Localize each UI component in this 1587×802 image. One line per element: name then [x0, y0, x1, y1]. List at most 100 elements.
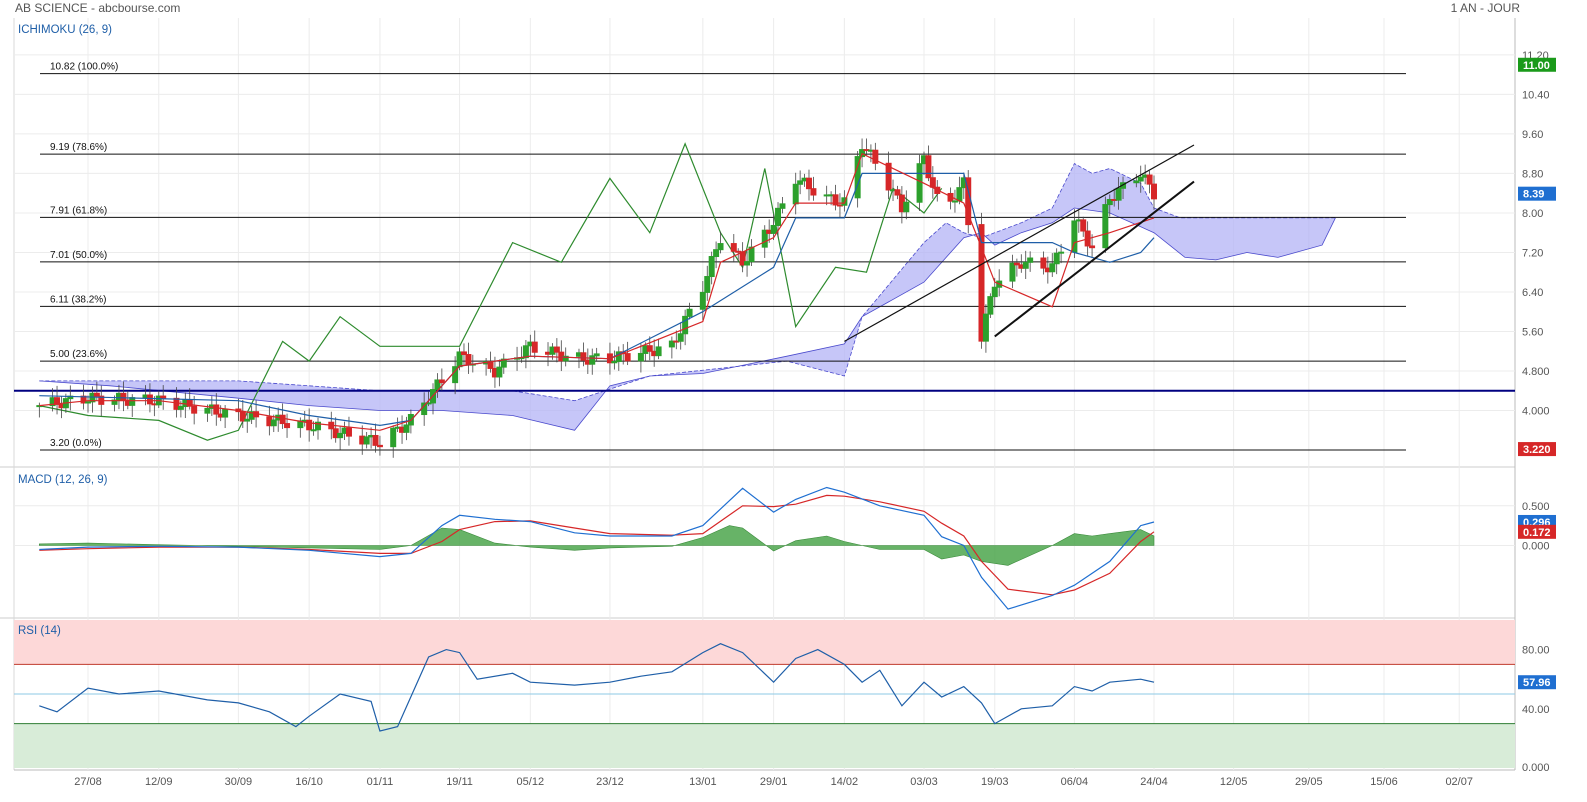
candle — [279, 414, 286, 425]
candle — [637, 352, 644, 362]
candle — [1040, 257, 1047, 269]
candle — [390, 427, 397, 448]
price-badge-label: 8.39 — [1523, 189, 1544, 201]
candle — [792, 183, 799, 205]
x-tick-label: 15/06 — [1370, 776, 1398, 788]
candle — [1102, 204, 1109, 249]
candle — [54, 397, 61, 405]
candle — [668, 340, 675, 348]
fibonacci-label: 5.00 (23.6%) — [50, 349, 107, 360]
candle — [1058, 251, 1065, 254]
chikou-span-line — [39, 142, 943, 441]
candle — [1080, 219, 1087, 232]
candle — [713, 249, 720, 258]
x-tick-label: 29/01 — [760, 776, 788, 788]
candle — [531, 341, 538, 353]
x-tick-label: 16/10 — [295, 776, 323, 788]
candle — [177, 406, 184, 410]
y-tick-label: 6.40 — [1522, 287, 1543, 299]
x-tick-label: 14/02 — [831, 776, 859, 788]
candle — [1151, 183, 1157, 200]
candle — [775, 207, 782, 226]
candle — [885, 162, 892, 191]
candle — [1049, 263, 1056, 273]
candle — [978, 224, 985, 342]
x-tick-label: 05/12 — [517, 776, 545, 788]
candle — [376, 444, 383, 448]
date-axis: 27/08 12/09 30/09 16/10 01/11 19/11 05/12 23/12… — [74, 776, 1473, 788]
candle — [677, 333, 684, 342]
candle — [146, 394, 153, 405]
candle — [438, 379, 445, 384]
candle — [522, 345, 529, 359]
candle — [805, 177, 812, 190]
x-tick-label: 19/03 — [981, 776, 1009, 788]
candle — [1022, 261, 1029, 269]
y-tick-label: 8.00 — [1522, 208, 1543, 220]
macd-signal-line — [39, 494, 1155, 596]
candle — [222, 408, 229, 418]
x-tick-label: 29/05 — [1295, 776, 1323, 788]
candle — [562, 355, 569, 362]
candle — [832, 194, 839, 206]
candle — [1133, 180, 1140, 184]
candle — [903, 201, 910, 213]
candle — [160, 395, 167, 399]
x-tick-label: 13/01 — [689, 776, 717, 788]
y-tick-label: 7.20 — [1522, 247, 1543, 259]
price-badge — [1518, 57, 1556, 72]
period-label[interactable]: 1 AN - JOUR — [1450, 1, 1520, 15]
candle — [93, 392, 100, 397]
fibonacci-label: 9.19 (78.6%) — [50, 142, 107, 153]
candle — [991, 286, 998, 298]
x-tick-label: 24/04 — [1140, 776, 1168, 788]
candle — [744, 261, 751, 266]
trendline — [994, 180, 1195, 338]
trendline — [844, 144, 1195, 342]
fibonacci-label: 3.20 (0.0%) — [50, 438, 102, 449]
y-tick-label: 80.00 — [1522, 645, 1550, 657]
candle — [655, 346, 662, 357]
candle — [730, 243, 737, 252]
ichimoku-label: ICHIMOKU (26, 9) — [18, 24, 112, 36]
candle — [1009, 262, 1016, 282]
y-tick-label: 9.60 — [1522, 129, 1543, 141]
y-tick-label: 8.80 — [1522, 168, 1543, 180]
ichimoku-panel: ICHIMOKU (26, 9) 11.2010.409.608.808.007… — [14, 24, 1556, 458]
candle — [204, 407, 211, 414]
candle — [120, 392, 127, 401]
candle — [345, 427, 352, 437]
x-tick-label: 23/12 — [596, 776, 624, 788]
fibonacci-label: 10.82 (100.0%) — [50, 62, 118, 73]
candle — [191, 405, 198, 414]
candle — [797, 180, 804, 185]
candle — [1027, 257, 1034, 263]
candle — [315, 421, 322, 431]
y-tick-label: 0.000 — [1522, 540, 1550, 552]
candle — [80, 395, 87, 404]
candle — [111, 399, 118, 405]
candle — [500, 358, 507, 368]
candle — [244, 418, 251, 422]
candle — [372, 434, 379, 446]
candle — [916, 163, 923, 203]
candle — [982, 313, 989, 342]
candle — [872, 149, 879, 164]
candle — [496, 366, 503, 378]
macd-histogram — [38, 525, 1155, 566]
price-badge-label: 11.00 — [1523, 60, 1550, 72]
rsi-overbought-zone — [14, 620, 1515, 665]
candle — [553, 346, 560, 353]
candle — [699, 291, 706, 310]
x-tick-label: 12/05 — [1220, 776, 1248, 788]
price-badge — [1518, 675, 1556, 690]
candle — [624, 353, 631, 362]
x-tick-label: 12/09 — [145, 776, 173, 788]
candle — [363, 436, 370, 445]
price-badge — [1518, 524, 1556, 539]
candle — [682, 315, 689, 335]
candle — [580, 352, 587, 361]
candle — [779, 203, 786, 209]
candle — [284, 423, 291, 429]
